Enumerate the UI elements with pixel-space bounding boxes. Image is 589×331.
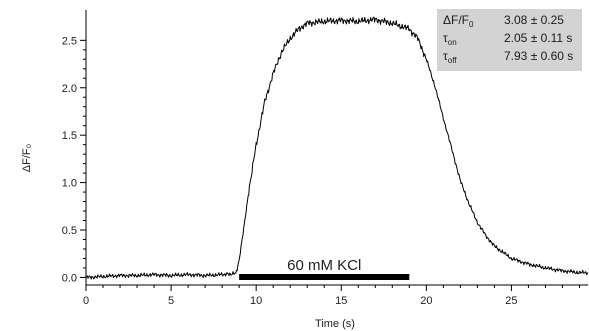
stat-row-tau-on: τon 2.05 ± 0.11 s xyxy=(443,31,583,49)
y-tick-label: 2.5 xyxy=(62,35,77,47)
stat-value: 7.93 ± 0.60 s xyxy=(504,49,574,63)
y-tick-label: 1.5 xyxy=(62,130,77,142)
y-tick-label: 2.0 xyxy=(62,83,77,95)
y-tick-label: 0.5 xyxy=(62,225,77,237)
stat-value: 2.05 ± 0.11 s xyxy=(504,31,573,45)
stimulus-label: 60 mM KCl xyxy=(287,257,361,274)
x-tick-label: 20 xyxy=(420,295,432,307)
x-axis-title: Time (s) xyxy=(315,318,355,330)
stimulus-group: 60 mM KCl xyxy=(239,257,410,280)
y-axis-title: ΔF/F₀ xyxy=(21,144,33,172)
series-line xyxy=(85,16,589,280)
x-tick-label: 5 xyxy=(168,295,174,307)
y-tick-label: 0.0 xyxy=(62,272,77,284)
x-tick-label: 10 xyxy=(250,295,262,307)
stat-row-tau-off: τoff 7.93 ± 0.60 s xyxy=(443,49,583,67)
stats-annotation-panel: ΔF/F0 3.08 ± 0.25 τon 2.05 ± 0.11 s τoff… xyxy=(437,9,582,71)
x-tick-label: 0 xyxy=(83,295,89,307)
x-tick-label: 15 xyxy=(335,295,347,307)
y-tick-label: 1.0 xyxy=(62,178,77,190)
stat-row-amplitude: ΔF/F0 3.08 ± 0.25 xyxy=(443,13,583,31)
stat-symbol: τon xyxy=(443,31,457,47)
stimulus-bar xyxy=(239,274,410,280)
stat-symbol: ΔF/F0 xyxy=(443,13,474,29)
x-tick-label: 25 xyxy=(505,295,517,307)
axes: 0.0 0.5 1.0 1.5 2.0 2.5 0 5 10 15 20 25 xyxy=(62,10,588,307)
series-group xyxy=(85,16,589,280)
stat-symbol: τoff xyxy=(443,49,457,65)
stat-value: 3.08 ± 0.25 xyxy=(504,13,564,27)
